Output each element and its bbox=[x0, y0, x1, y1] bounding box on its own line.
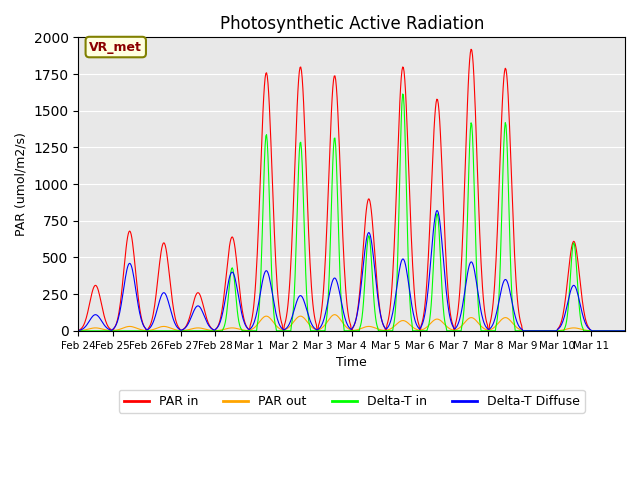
Delta-T in bbox=[287, 328, 294, 334]
Line: PAR out: PAR out bbox=[79, 315, 625, 331]
Delta-T Diffuse bbox=[440, 255, 447, 261]
Line: Delta-T Diffuse: Delta-T Diffuse bbox=[79, 211, 625, 331]
Delta-T Diffuse bbox=[139, 321, 147, 326]
PAR in bbox=[75, 328, 83, 334]
Line: PAR in: PAR in bbox=[79, 49, 625, 331]
PAR out bbox=[139, 327, 147, 333]
Delta-T in bbox=[399, 91, 406, 97]
Delta-T in bbox=[621, 328, 629, 334]
Delta-T Diffuse bbox=[621, 328, 629, 334]
Title: Photosynthetic Active Radiation: Photosynthetic Active Radiation bbox=[220, 15, 484, 33]
Delta-T Diffuse bbox=[239, 316, 247, 322]
Delta-T in bbox=[75, 328, 83, 334]
PAR out bbox=[621, 328, 629, 334]
Delta-T Diffuse bbox=[519, 328, 527, 334]
Delta-T Diffuse bbox=[266, 278, 274, 284]
Delta-T in bbox=[239, 328, 247, 334]
PAR in bbox=[287, 262, 294, 268]
PAR out bbox=[409, 324, 417, 330]
PAR in bbox=[467, 47, 475, 52]
Delta-T Diffuse bbox=[75, 328, 83, 334]
PAR in bbox=[439, 179, 447, 185]
Delta-T in bbox=[266, 222, 274, 228]
PAR in bbox=[266, 120, 274, 125]
Text: VR_met: VR_met bbox=[90, 40, 142, 54]
Delta-T Diffuse bbox=[408, 303, 416, 309]
Delta-T in bbox=[409, 328, 417, 334]
X-axis label: Time: Time bbox=[337, 356, 367, 369]
PAR out bbox=[440, 320, 447, 326]
Legend: PAR in, PAR out, Delta-T in, Delta-T Diffuse: PAR in, PAR out, Delta-T in, Delta-T Dif… bbox=[119, 390, 584, 413]
PAR in bbox=[621, 328, 629, 334]
Line: Delta-T in: Delta-T in bbox=[79, 94, 625, 331]
PAR in bbox=[408, 248, 416, 253]
PAR in bbox=[239, 312, 247, 317]
Delta-T in bbox=[440, 305, 447, 311]
Delta-T in bbox=[139, 328, 147, 334]
PAR out bbox=[287, 323, 294, 328]
Delta-T Diffuse bbox=[287, 318, 294, 324]
PAR out bbox=[266, 315, 274, 321]
Delta-T Diffuse bbox=[433, 208, 441, 214]
PAR out bbox=[331, 312, 339, 318]
PAR out bbox=[239, 327, 247, 333]
Y-axis label: PAR (umol/m2/s): PAR (umol/m2/s) bbox=[15, 132, 28, 236]
PAR out bbox=[75, 328, 83, 334]
PAR in bbox=[139, 320, 147, 325]
